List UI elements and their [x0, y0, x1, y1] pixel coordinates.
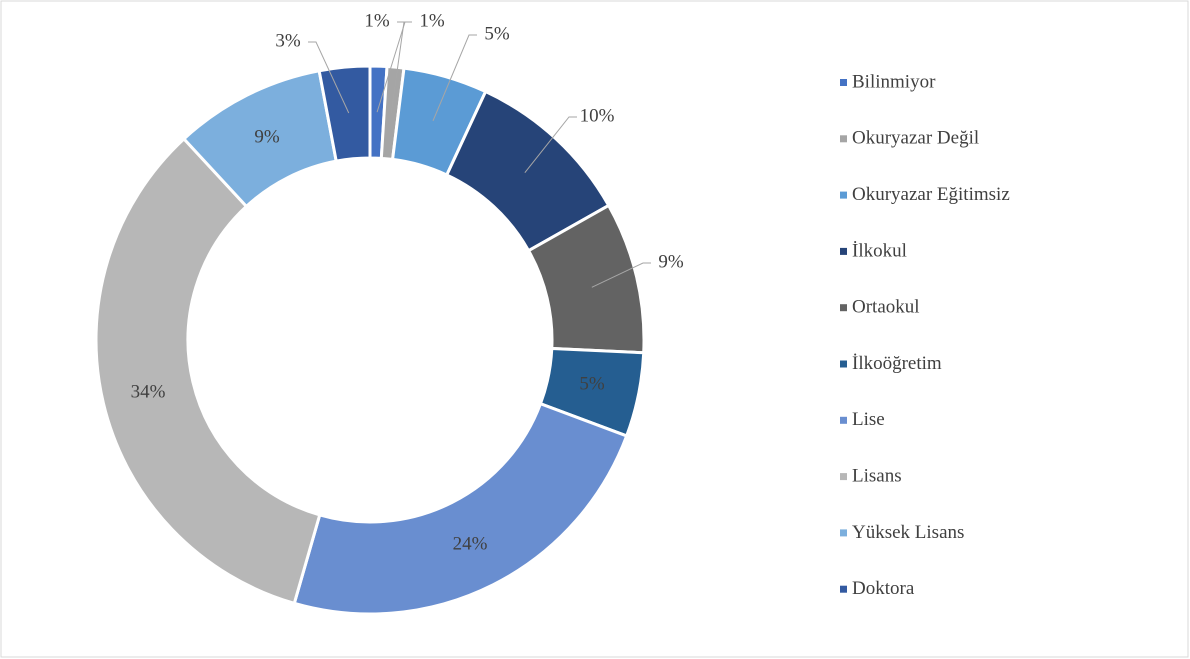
donut-segment	[94, 136, 322, 606]
legend-label: Lisans	[852, 465, 902, 486]
legend-label: Ortaokul	[852, 297, 920, 318]
data-label: 5%	[579, 373, 605, 394]
legend-swatch	[840, 135, 847, 143]
data-label: 3%	[275, 30, 301, 51]
data-label: 10%	[580, 105, 615, 126]
legend-swatch	[840, 79, 847, 86]
legend-swatch	[840, 304, 847, 312]
data-label: 5%	[484, 23, 510, 44]
leader-line	[390, 21, 412, 114]
legend-swatch	[840, 473, 847, 481]
leader-line	[524, 116, 577, 173]
legend-label: Yüksek Lisans	[852, 522, 964, 543]
legend-swatch	[840, 585, 847, 593]
legend-swatch	[840, 529, 847, 537]
legend-swatch	[840, 247, 847, 255]
donut-segment	[317, 64, 372, 163]
donut-segment	[292, 401, 629, 616]
legend-label: İlkoöğretim	[852, 353, 942, 374]
leader-line	[591, 262, 651, 288]
data-label: 9%	[254, 126, 280, 147]
leader-line	[432, 34, 477, 122]
data-label: 24%	[453, 533, 488, 554]
legend-swatch	[840, 360, 847, 368]
data-label: 1%	[419, 10, 445, 31]
data-label: 9%	[658, 251, 684, 272]
legend-label: Okuryazar Eğitimsiz	[852, 184, 1010, 205]
data-label: 34%	[131, 381, 166, 402]
legend-label: İlkokul	[852, 240, 907, 261]
legend-label: Lise	[852, 409, 885, 430]
leader-line	[308, 41, 350, 114]
legend-label: Okuryazar Değil	[852, 128, 979, 149]
legend-swatch	[840, 191, 847, 199]
data-label: 1%	[364, 10, 390, 31]
legend-label: Doktora	[852, 578, 915, 599]
legend-label: Bilinmiyor	[852, 71, 936, 92]
legend-swatch	[840, 416, 847, 424]
